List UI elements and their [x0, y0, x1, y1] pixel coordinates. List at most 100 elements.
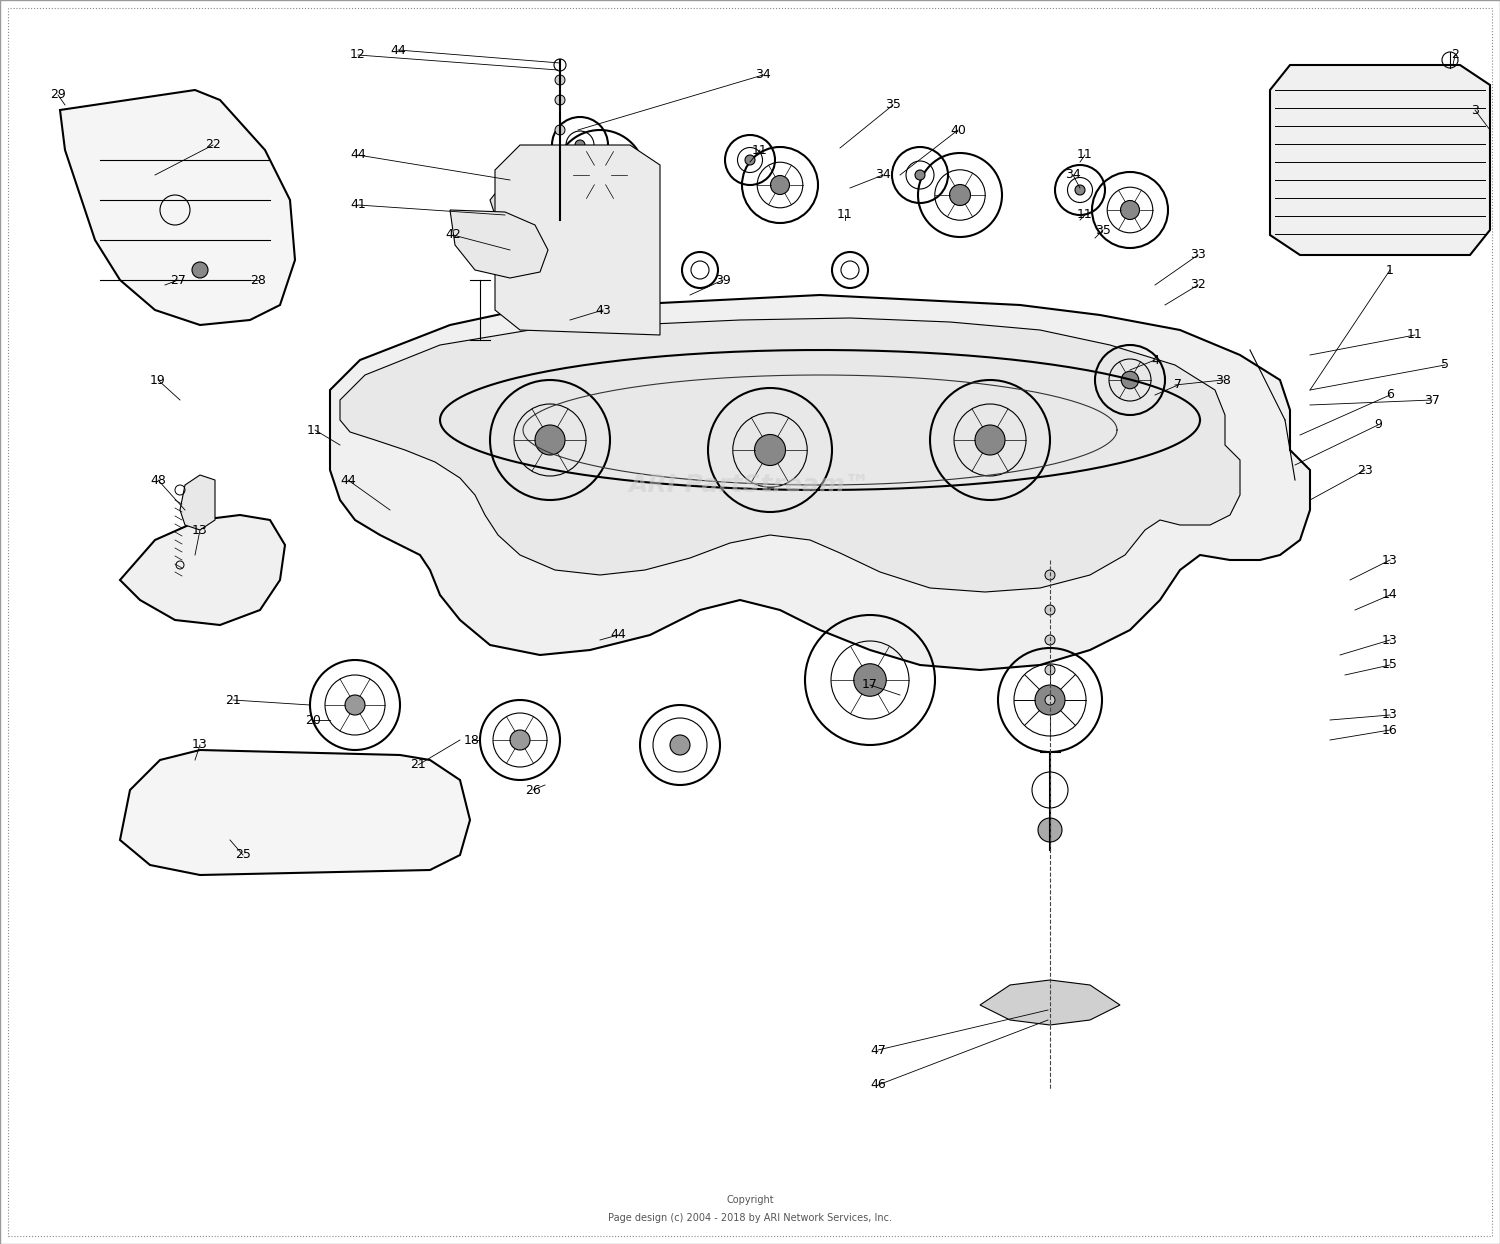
Text: 34: 34 [1065, 168, 1082, 182]
Text: Copyright: Copyright [726, 1195, 774, 1205]
Polygon shape [60, 90, 296, 325]
Circle shape [1035, 685, 1065, 715]
Text: 9: 9 [1374, 418, 1382, 432]
Circle shape [510, 730, 530, 750]
Circle shape [754, 434, 786, 465]
Circle shape [588, 164, 612, 187]
Text: 35: 35 [1095, 224, 1112, 236]
Text: 39: 39 [716, 274, 730, 286]
Text: 27: 27 [170, 274, 186, 286]
Text: 43: 43 [596, 304, 610, 316]
Text: 44: 44 [390, 44, 406, 56]
Circle shape [574, 141, 585, 151]
Text: 48: 48 [150, 474, 166, 486]
Circle shape [1046, 570, 1054, 580]
Polygon shape [450, 210, 548, 277]
Circle shape [556, 187, 564, 194]
Text: 21: 21 [225, 693, 242, 707]
Circle shape [556, 156, 564, 164]
Polygon shape [495, 146, 660, 335]
Polygon shape [120, 750, 470, 875]
Text: 20: 20 [304, 714, 321, 726]
Circle shape [853, 664, 886, 697]
Polygon shape [180, 475, 214, 530]
Text: 14: 14 [1382, 588, 1398, 602]
Text: 11: 11 [752, 143, 768, 157]
Circle shape [771, 175, 789, 194]
Circle shape [556, 96, 564, 104]
Text: 38: 38 [1215, 373, 1231, 387]
Circle shape [555, 95, 566, 104]
Circle shape [1038, 819, 1062, 842]
Polygon shape [490, 165, 610, 220]
Polygon shape [980, 980, 1120, 1025]
Text: 11: 11 [308, 423, 322, 437]
Text: 13: 13 [1382, 709, 1398, 722]
Text: 15: 15 [1382, 658, 1398, 672]
Text: 32: 32 [1190, 279, 1206, 291]
Text: 12: 12 [350, 49, 366, 61]
Text: 41: 41 [350, 199, 366, 211]
Circle shape [950, 184, 970, 205]
Circle shape [556, 76, 564, 85]
Text: 33: 33 [1190, 249, 1206, 261]
Circle shape [555, 75, 566, 85]
Circle shape [1046, 695, 1054, 705]
Text: 6: 6 [1386, 388, 1394, 402]
Text: 29: 29 [50, 88, 66, 102]
Text: 13: 13 [192, 739, 208, 751]
Text: 13: 13 [192, 524, 208, 536]
Text: 44: 44 [610, 628, 626, 642]
Text: 28: 28 [251, 274, 266, 286]
Text: 11: 11 [1077, 148, 1094, 162]
Circle shape [975, 425, 1005, 455]
Text: 34: 34 [754, 68, 771, 82]
Circle shape [192, 262, 208, 277]
Text: 44: 44 [350, 148, 366, 162]
Text: 46: 46 [870, 1079, 886, 1091]
Text: 26: 26 [525, 784, 542, 796]
Text: 44: 44 [340, 474, 356, 486]
Text: 23: 23 [1358, 464, 1372, 476]
Text: 11: 11 [1407, 328, 1424, 342]
Circle shape [345, 695, 364, 715]
Text: 11: 11 [837, 209, 854, 221]
Circle shape [536, 425, 566, 455]
Text: 22: 22 [206, 138, 220, 152]
Polygon shape [120, 515, 285, 624]
Text: 5: 5 [1442, 358, 1449, 372]
Text: 17: 17 [862, 678, 877, 692]
Circle shape [1120, 371, 1138, 388]
Text: 2: 2 [1450, 49, 1460, 61]
Text: 25: 25 [236, 848, 250, 862]
Text: 3: 3 [1472, 103, 1479, 117]
Text: 42: 42 [446, 229, 460, 241]
Text: 11: 11 [1077, 209, 1094, 221]
Circle shape [1046, 605, 1054, 615]
Text: 1: 1 [1386, 264, 1394, 276]
Circle shape [555, 124, 566, 136]
Circle shape [1046, 634, 1054, 644]
Text: 34: 34 [874, 168, 891, 182]
Circle shape [556, 126, 564, 134]
Text: ARI PartStream™: ARI PartStream™ [628, 473, 872, 498]
Polygon shape [330, 295, 1310, 671]
Polygon shape [340, 318, 1240, 592]
Text: 16: 16 [1382, 724, 1398, 736]
Circle shape [746, 156, 754, 165]
Text: 47: 47 [870, 1044, 886, 1056]
Text: 37: 37 [1424, 393, 1440, 407]
Text: 35: 35 [885, 98, 902, 112]
Text: 7: 7 [1174, 378, 1182, 392]
Text: 18: 18 [464, 734, 480, 746]
Text: 21: 21 [410, 759, 426, 771]
Polygon shape [1270, 65, 1490, 255]
Text: Page design (c) 2004 - 2018 by ARI Network Services, Inc.: Page design (c) 2004 - 2018 by ARI Netwo… [608, 1213, 892, 1223]
Text: 4: 4 [1150, 353, 1160, 367]
Text: 19: 19 [150, 373, 166, 387]
Text: 13: 13 [1382, 633, 1398, 647]
Circle shape [1046, 666, 1054, 675]
Circle shape [670, 735, 690, 755]
Text: 13: 13 [1382, 554, 1398, 566]
Circle shape [1076, 185, 1084, 195]
